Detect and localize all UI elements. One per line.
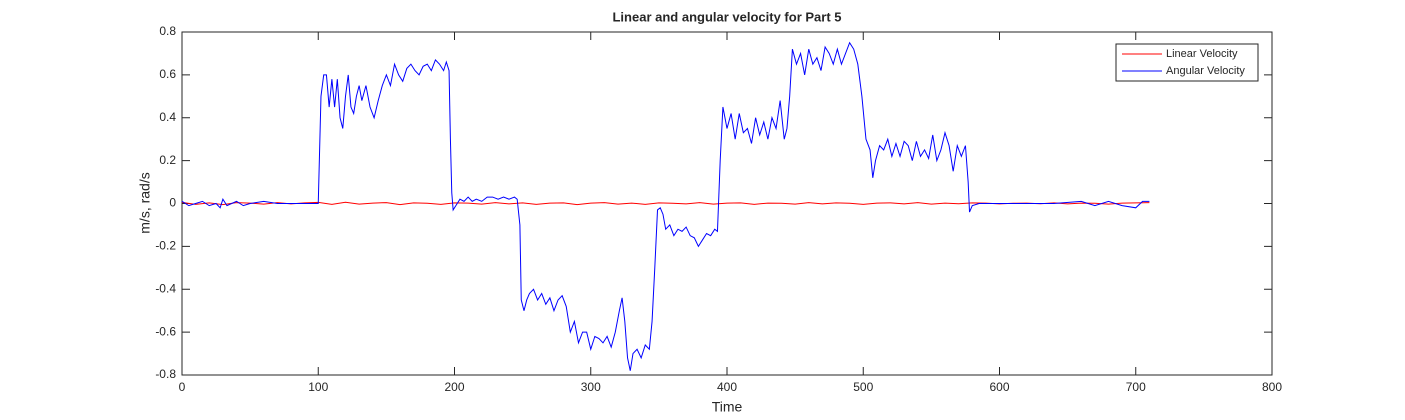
y-tick-label: -0.4 — [155, 281, 176, 295]
y-tick-label: -0.6 — [155, 324, 176, 338]
y-tick-label: 0 — [169, 196, 176, 210]
y-tick-label: 0.2 — [159, 153, 176, 167]
chart-title: Linear and angular velocity for Part 5 — [612, 9, 841, 24]
x-tick-label: 100 — [308, 380, 328, 394]
legend-box — [1115, 43, 1259, 82]
y-axis-label: m/s, rad/s — [137, 172, 153, 233]
x-axis-label: Time — [712, 399, 743, 415]
y-tick-label: -0.2 — [155, 239, 176, 253]
x-tick-label: 200 — [444, 380, 464, 394]
y-tick-label: 0.8 — [159, 24, 176, 38]
x-tick-label: 400 — [717, 380, 737, 394]
x-tick-label: 800 — [1262, 380, 1282, 394]
x-tick-label: 0 — [179, 380, 186, 394]
legend-label: Linear Velocity — [1166, 48, 1238, 60]
y-tick-label: -0.8 — [155, 367, 176, 381]
line-series — [181, 41, 1150, 371]
x-tick-label: 600 — [989, 380, 1009, 394]
y-tick-label: 0.6 — [159, 67, 176, 81]
y-tick-label: 0.4 — [159, 110, 176, 124]
x-tick-label: 300 — [581, 380, 601, 394]
x-tick-label: 500 — [853, 380, 873, 394]
legend-label: Angular Velocity — [1166, 65, 1245, 77]
x-tick-label: 700 — [1126, 380, 1146, 394]
